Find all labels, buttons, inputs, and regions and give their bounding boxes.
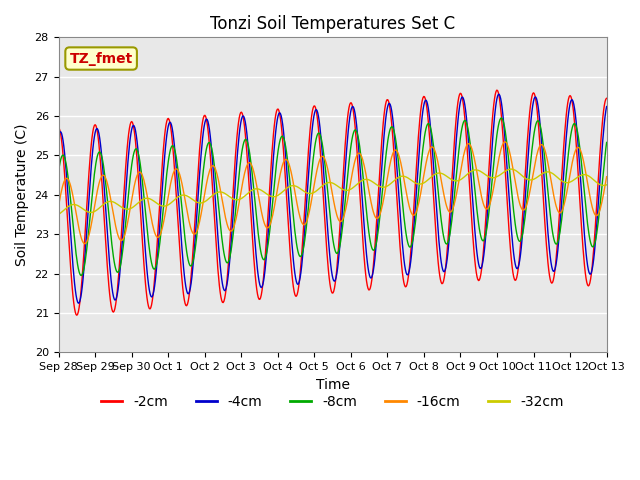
-16cm bbox=[177, 178, 185, 183]
-16cm bbox=[65, 177, 72, 183]
-8cm bbox=[54, 169, 62, 175]
-2cm bbox=[73, 312, 81, 318]
-8cm bbox=[497, 115, 505, 121]
-4cm bbox=[65, 199, 72, 205]
-2cm bbox=[493, 87, 500, 93]
Line: -2cm: -2cm bbox=[58, 90, 607, 315]
Y-axis label: Soil Temperature (C): Soil Temperature (C) bbox=[15, 123, 29, 266]
-8cm bbox=[77, 273, 85, 278]
-32cm bbox=[508, 166, 515, 172]
-16cm bbox=[501, 139, 509, 145]
Text: TZ_fmet: TZ_fmet bbox=[70, 51, 132, 66]
-4cm bbox=[416, 139, 424, 144]
-16cm bbox=[206, 166, 214, 172]
-4cm bbox=[122, 191, 129, 196]
-16cm bbox=[54, 204, 62, 209]
-8cm bbox=[206, 141, 214, 146]
-32cm bbox=[54, 212, 62, 217]
-8cm bbox=[122, 221, 129, 227]
-2cm bbox=[416, 116, 424, 122]
X-axis label: Time: Time bbox=[316, 377, 349, 392]
Line: -16cm: -16cm bbox=[58, 142, 607, 244]
-4cm bbox=[206, 133, 214, 139]
-32cm bbox=[177, 193, 184, 199]
-32cm bbox=[121, 206, 129, 212]
-4cm bbox=[177, 236, 185, 242]
Line: -4cm: -4cm bbox=[58, 94, 607, 303]
-16cm bbox=[81, 241, 88, 247]
-4cm bbox=[54, 133, 62, 139]
-32cm bbox=[399, 173, 407, 179]
-2cm bbox=[122, 165, 129, 171]
-2cm bbox=[206, 152, 214, 157]
-2cm bbox=[400, 280, 408, 286]
Line: -8cm: -8cm bbox=[58, 118, 607, 276]
-16cm bbox=[400, 176, 408, 181]
-16cm bbox=[603, 174, 611, 180]
Title: Tonzi Soil Temperatures Set C: Tonzi Soil Temperatures Set C bbox=[210, 15, 455, 33]
Legend: -2cm, -4cm, -8cm, -16cm, -32cm: -2cm, -4cm, -8cm, -16cm, -32cm bbox=[96, 389, 570, 415]
-2cm bbox=[65, 231, 72, 237]
-4cm bbox=[603, 104, 611, 109]
-2cm bbox=[603, 96, 611, 101]
-8cm bbox=[177, 199, 185, 204]
-2cm bbox=[177, 269, 185, 275]
-4cm bbox=[495, 91, 503, 97]
-4cm bbox=[74, 300, 82, 306]
-2cm bbox=[54, 125, 62, 131]
-16cm bbox=[122, 229, 129, 235]
Line: -32cm: -32cm bbox=[58, 169, 607, 215]
-32cm bbox=[603, 182, 611, 188]
-8cm bbox=[603, 140, 611, 145]
-32cm bbox=[65, 204, 72, 209]
-16cm bbox=[416, 195, 424, 201]
-8cm bbox=[416, 175, 424, 181]
-8cm bbox=[400, 214, 408, 219]
-32cm bbox=[415, 181, 423, 187]
-8cm bbox=[65, 177, 72, 183]
-4cm bbox=[400, 256, 408, 262]
-32cm bbox=[205, 195, 213, 201]
